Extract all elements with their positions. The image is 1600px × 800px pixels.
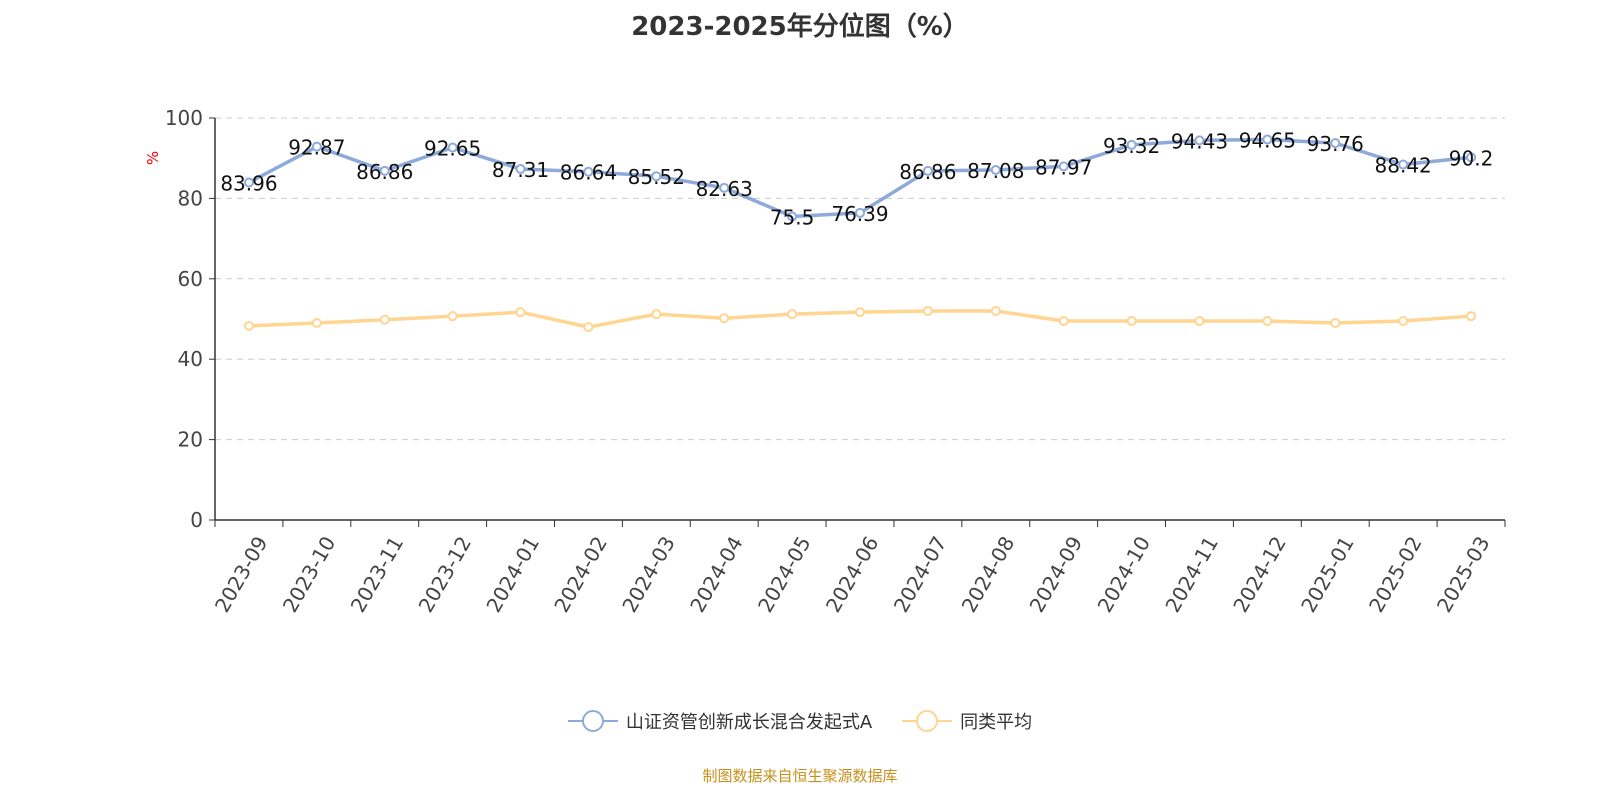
data-point — [990, 305, 1001, 316]
data-point — [990, 164, 1001, 175]
data-point — [1466, 152, 1477, 163]
x-tick-label: 2023-11 — [346, 532, 409, 616]
data-point — [1126, 139, 1137, 150]
data-point — [1262, 316, 1273, 327]
data-point — [922, 165, 933, 176]
chart-title: 2023-2025年分位图（%） — [631, 12, 969, 42]
data-point — [1058, 316, 1069, 327]
data-label: 86.64 — [560, 161, 617, 185]
data-point — [1126, 316, 1137, 327]
data-point — [243, 320, 254, 331]
data-label: 85.52 — [628, 165, 685, 189]
legend-label: 同类平均 — [960, 712, 1033, 733]
data-label: 88.42 — [1375, 154, 1432, 178]
data-point — [855, 207, 865, 218]
data-label: 94.43 — [1171, 129, 1228, 153]
x-tick-label: 2025-02 — [1364, 532, 1427, 616]
data-point — [922, 305, 933, 316]
data-label: 83.96 — [220, 171, 277, 195]
data-point — [515, 164, 526, 175]
data-label: 93.32 — [1103, 134, 1160, 158]
data-point — [651, 309, 662, 320]
legend-label: 山证资管创新成长混合发起式A — [625, 712, 873, 733]
data-label: 86.86 — [356, 160, 413, 184]
data-point — [855, 307, 865, 318]
data-label: 82.63 — [696, 177, 753, 201]
y-tick-label: 60 — [178, 267, 203, 291]
data-point — [379, 165, 390, 176]
data-point — [651, 171, 662, 182]
x-tick-label: 2024-12 — [1228, 532, 1291, 616]
data-point — [1466, 311, 1477, 322]
data-point — [515, 307, 526, 318]
data-point — [1398, 159, 1409, 170]
data-point — [379, 314, 390, 325]
data-label: 90.2 — [1449, 146, 1494, 170]
data-point — [1330, 138, 1341, 149]
legend: 山证资管创新成长混合发起式A 同类平均 — [0, 708, 1600, 734]
data-label: 76.39 — [831, 202, 888, 226]
x-tick-label: 2024-02 — [549, 532, 612, 616]
data-point — [1194, 316, 1205, 327]
data-label: 86.86 — [899, 160, 956, 184]
data-point — [311, 318, 322, 329]
data-label: 92.87 — [288, 136, 345, 160]
data-point — [311, 141, 322, 152]
x-tick-label: 2024-01 — [481, 532, 544, 616]
data-label: 87.31 — [492, 158, 549, 182]
data-point — [787, 309, 798, 320]
y-axis-label: % — [144, 151, 162, 165]
x-tick-label: 2024-08 — [957, 532, 1020, 616]
x-tick-label: 2024-11 — [1160, 532, 1223, 616]
data-point — [1330, 318, 1341, 329]
data-point — [1194, 135, 1205, 146]
x-tick-label: 2024-07 — [889, 532, 952, 616]
data-point — [1058, 161, 1069, 172]
data-point — [1262, 134, 1273, 145]
y-tick-label: 100 — [165, 106, 203, 130]
data-point — [787, 211, 798, 222]
x-tick-label: 2024-10 — [1093, 532, 1156, 616]
legend-item[interactable]: 山证资管创新成长混合发起式A — [567, 708, 873, 734]
y-tick-label: 20 — [178, 428, 203, 452]
data-label: 92.65 — [424, 137, 481, 161]
y-tick-label: 0 — [190, 508, 203, 532]
x-tick-label: 2023-10 — [278, 532, 341, 616]
data-point — [719, 313, 730, 324]
data-point — [1398, 316, 1409, 327]
x-tick-label: 2024-04 — [685, 532, 748, 616]
legend-marker-icon — [902, 710, 953, 732]
data-point — [583, 166, 594, 177]
data-label: 87.08 — [967, 159, 1024, 183]
x-tick-label: 2024-09 — [1025, 532, 1088, 616]
data-point — [583, 322, 594, 333]
data-point — [719, 182, 730, 193]
x-tick-label: 2023-09 — [210, 532, 273, 616]
source-footer: 制图数据来自恒生聚源数据库 — [702, 767, 898, 785]
x-tick-label: 2025-03 — [1432, 532, 1495, 616]
data-point — [447, 311, 458, 322]
legend-item[interactable]: 同类平均 — [902, 708, 1032, 734]
data-label: 75.5 — [770, 205, 815, 229]
x-tick-label: 2025-01 — [1296, 532, 1359, 616]
legend-marker-icon — [567, 710, 618, 732]
y-tick-label: 40 — [178, 347, 203, 371]
x-tick-label: 2024-05 — [753, 532, 816, 616]
x-tick-label: 2024-03 — [617, 532, 680, 616]
plot-area: 0 20 40 60 80 100% 2023-09 2023-10 2023-11 2023-1… — [144, 106, 1506, 616]
y-tick-label: 80 — [178, 186, 203, 210]
data-point — [243, 177, 254, 188]
x-tick-label: 2023-12 — [414, 532, 477, 616]
data-label: 87.97 — [1035, 155, 1092, 179]
x-tick-label: 2024-06 — [821, 532, 884, 616]
data-label: 93.76 — [1307, 132, 1364, 156]
data-label: 94.65 — [1239, 129, 1296, 153]
data-point — [447, 142, 458, 153]
